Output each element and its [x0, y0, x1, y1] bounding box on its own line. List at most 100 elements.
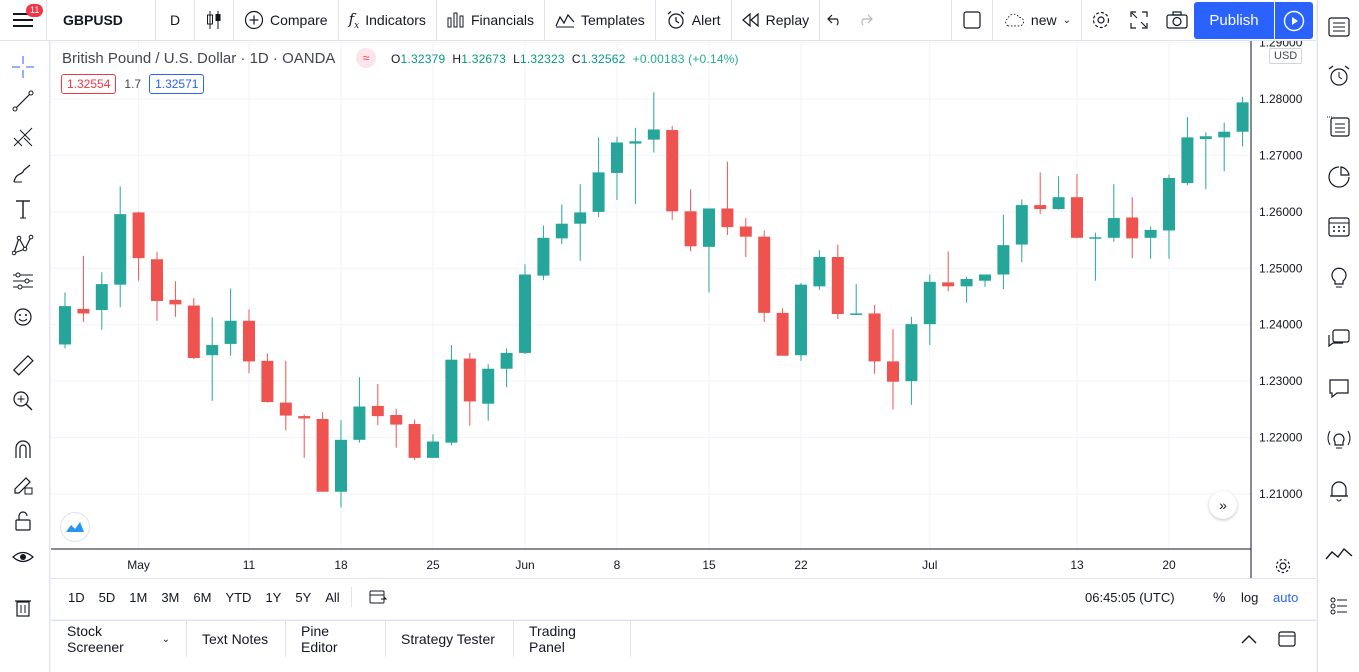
collapse-panel-button[interactable]	[1239, 629, 1259, 654]
candle-body	[831, 257, 844, 314]
fib-tool[interactable]	[9, 123, 37, 151]
calendar-range-icon	[369, 590, 387, 604]
financials-button[interactable]: Financials	[437, 0, 544, 41]
range-ytd[interactable]: YTD	[225, 590, 252, 605]
chats-button[interactable]	[1325, 374, 1353, 402]
zoom-tool[interactable]	[9, 387, 37, 415]
high-label: H	[452, 52, 462, 66]
auto-scale-toggle[interactable]: auto	[1273, 590, 1299, 605]
brush-tool[interactable]	[9, 159, 37, 187]
snapshot-button[interactable]	[1158, 0, 1196, 41]
symbol-legend-title[interactable]: British Pound / U.S. Dollar · 1D · OANDA	[62, 50, 336, 67]
tab-text-notes[interactable]: Text Notes	[186, 621, 286, 657]
scroll-to-realtime-button[interactable]: »	[1209, 491, 1237, 519]
trend-line-tool[interactable]	[9, 87, 37, 115]
currency-label[interactable]: USD	[1269, 48, 1303, 64]
publish-button[interactable]: Publish	[1194, 2, 1274, 39]
forecast-tool[interactable]	[9, 267, 37, 295]
compare-button[interactable]: Compare	[234, 0, 338, 41]
range-toolbar: 1D 5D 1M 3M 6M YTD 1Y 5Y All 06:45:05 (U…	[51, 578, 1316, 616]
interval-button[interactable]: D	[169, 12, 181, 28]
maximize-panel-button[interactable]	[1277, 629, 1297, 654]
log-scale-toggle[interactable]: log	[1241, 590, 1259, 605]
fx-icon: fx	[348, 9, 360, 31]
settings-button[interactable]	[1082, 0, 1120, 41]
indicators-button[interactable]: fx Indicators	[339, 0, 436, 41]
date-tick-label: 18	[334, 558, 348, 572]
layout-select-button[interactable]	[952, 0, 992, 41]
candlestick-chart[interactable]: 1.29000 1.28000 1.27000 1.26000 1.25000 1.240…	[51, 41, 1316, 578]
goto-date-button[interactable]	[368, 587, 388, 607]
tab-stock-screener[interactable]: Stock Screener ⌄	[51, 621, 187, 657]
magnet-tool[interactable]	[9, 435, 37, 463]
ruler-icon	[12, 354, 34, 376]
watchlist-button[interactable]	[1325, 13, 1353, 41]
tab-trading-panel[interactable]: Trading Panel	[513, 621, 631, 657]
layout-name-button[interactable]: new ⌄	[993, 0, 1081, 41]
fullscreen-button[interactable]	[1120, 0, 1158, 41]
play-button[interactable]	[1275, 2, 1313, 39]
order-panel-icon	[1330, 597, 1347, 615]
alert-button[interactable]: Alert	[656, 0, 731, 41]
pattern-tool[interactable]	[9, 231, 37, 259]
remove-drawings-tool[interactable]	[9, 593, 37, 621]
lock-drawing-tool[interactable]	[9, 471, 37, 499]
range-6m[interactable]: 6M	[193, 590, 212, 605]
emoji-tool[interactable]	[9, 303, 37, 331]
chart-settings-button[interactable]	[1273, 556, 1293, 576]
alerts-button[interactable]	[1325, 62, 1353, 90]
notifications-button[interactable]	[1325, 476, 1353, 504]
text-tool[interactable]	[9, 195, 37, 223]
eye-icon	[12, 551, 34, 563]
calendar-button[interactable]	[1325, 212, 1353, 240]
chat-button[interactable]	[1325, 325, 1353, 353]
range-all[interactable]: All	[325, 590, 340, 605]
sell-button[interactable]: 1.32554	[61, 74, 117, 94]
market-status-icon[interactable]: ≈	[356, 48, 376, 68]
utc-clock[interactable]: 06:45:05 (UTC)	[1085, 590, 1175, 605]
hide-drawings-tool[interactable]	[9, 543, 37, 571]
candle-body	[1034, 205, 1047, 210]
redo-button[interactable]	[850, 0, 880, 41]
order-panel-button[interactable]	[1325, 592, 1353, 620]
main-menu-button[interactable]: 11	[0, 0, 46, 41]
chart-pane[interactable]: 1.29000 1.28000 1.27000 1.26000 1.25000 1.240…	[51, 41, 1316, 619]
high-value: 1.32673	[461, 52, 507, 66]
tab-strategy-tester[interactable]: Strategy Tester	[385, 621, 514, 657]
trash-icon	[15, 600, 31, 617]
symbol-search-button[interactable]: GBPUSD	[63, 12, 123, 28]
hide-panel-button[interactable]	[1325, 540, 1353, 568]
range-1d[interactable]: 1D	[68, 590, 85, 605]
tab-pine-editor[interactable]: Pine Editor	[285, 621, 386, 657]
data-window-button[interactable]	[1325, 112, 1353, 140]
lock-drawing-icon	[14, 477, 33, 495]
candle-body	[979, 274, 991, 281]
percent-scale-toggle[interactable]: %	[1213, 589, 1226, 605]
range-1y[interactable]: 1Y	[265, 590, 282, 605]
open-value: 1.32379	[400, 52, 446, 66]
date-tick-label: Jul	[922, 558, 937, 572]
crosshair-tool[interactable]	[9, 53, 37, 81]
candle-body	[1236, 102, 1249, 132]
range-1m[interactable]: 1M	[129, 590, 148, 605]
range-3m[interactable]: 3M	[161, 590, 180, 605]
ideas-button[interactable]	[1325, 263, 1353, 291]
candle-body	[1199, 136, 1212, 140]
buy-button[interactable]: 1.32571	[149, 74, 205, 94]
tradingview-logo[interactable]	[61, 513, 89, 541]
layout-name-label: new	[1030, 12, 1057, 28]
measure-tool[interactable]	[9, 351, 37, 379]
lock-tool[interactable]	[9, 507, 37, 535]
chart-style-button[interactable]	[195, 0, 233, 41]
candle-body	[574, 212, 587, 224]
range-5d[interactable]: 5D	[98, 590, 116, 605]
trend-line-icon	[12, 90, 34, 112]
hotlist-button[interactable]	[1325, 163, 1353, 191]
undo-button[interactable]	[820, 0, 850, 41]
range-5y[interactable]: 5Y	[295, 590, 312, 605]
candle-body	[519, 274, 531, 353]
streams-button[interactable]	[1325, 425, 1353, 453]
templates-button[interactable]: Templates	[545, 0, 655, 41]
replay-button[interactable]: Replay	[732, 0, 820, 41]
candle-body	[224, 320, 237, 344]
